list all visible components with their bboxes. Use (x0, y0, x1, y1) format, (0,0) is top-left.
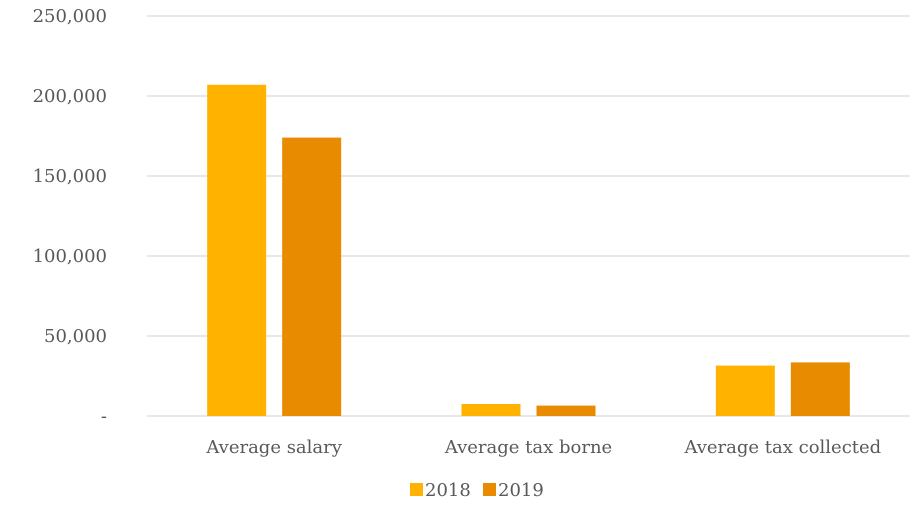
bar-2019-average-salary (282, 137, 342, 416)
gridlines (147, 15, 910, 417)
y-tick-label: 150,000 (33, 166, 107, 187)
y-tick-label: - (101, 406, 107, 427)
x-category-label: Average tax collected (683, 437, 881, 458)
legend-label-2018: 2018 (425, 480, 471, 501)
bar-2019-average-tax-borne (536, 405, 596, 416)
bar-2018-average-salary (207, 84, 267, 417)
legend-swatch-2019 (483, 483, 496, 496)
x-category-label: Average tax borne (444, 437, 612, 458)
legend-label-2019: 2019 (498, 480, 544, 501)
bar-2018-average-tax-borne (461, 404, 521, 416)
legend: 2018 2019 (410, 480, 544, 501)
y-tick-label: 200,000 (33, 86, 107, 107)
x-category-label: Average salary (205, 437, 342, 458)
bar-2019-average-tax-collected (790, 362, 850, 416)
y-tick-label: 50,000 (44, 326, 107, 347)
y-tick-label: 250,000 (33, 6, 107, 27)
bars (207, 84, 850, 417)
y-axis-tick-labels: - 50,000 100,000 150,000 200,000 250,000 (33, 6, 107, 427)
legend-swatch-2018 (410, 483, 423, 496)
x-axis-category-labels: Average salary Average tax borne Average t… (205, 437, 881, 458)
bar-2018-average-tax-collected (715, 365, 775, 416)
y-tick-label: 100,000 (33, 246, 107, 267)
